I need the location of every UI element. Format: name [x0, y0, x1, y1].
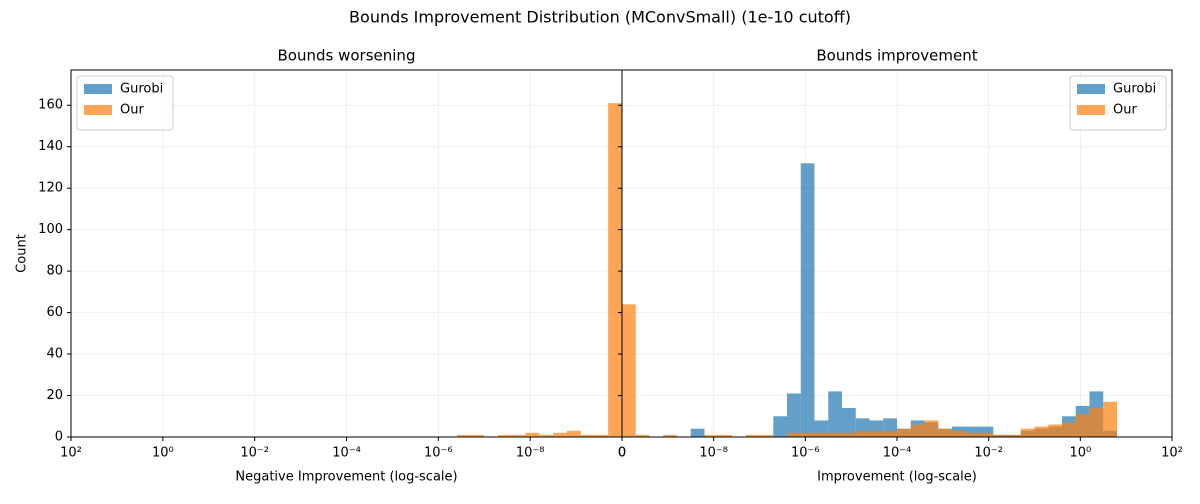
histogram-bar: [745, 434, 760, 437]
histogram-bar: [993, 434, 1007, 437]
y-tick-label: 20: [46, 388, 63, 403]
histogram-bar: [786, 393, 801, 437]
panel-title: Bounds worsening: [278, 47, 416, 65]
x-tick-label: 10²: [60, 446, 82, 461]
histogram-bar: [622, 304, 636, 437]
histogram-bar: [786, 432, 801, 437]
histogram-bar: [704, 434, 719, 437]
histogram-bar: [883, 430, 897, 437]
histogram-bar: [580, 434, 595, 437]
x-tick-label: 10⁰: [1069, 446, 1091, 461]
histogram-bar: [1075, 414, 1090, 437]
histogram-bar: [635, 434, 650, 437]
x-tick-label: 0: [618, 446, 626, 461]
y-tick-label: 60: [46, 305, 63, 320]
histogram-bar: [1089, 407, 1104, 437]
x-tick-label: 10²: [1161, 446, 1183, 461]
histogram-bar: [965, 426, 980, 437]
histogram-bar: [1020, 428, 1035, 437]
y-tick-label: 40: [46, 347, 63, 362]
panel-title: Bounds improvement: [816, 47, 977, 65]
histogram-bar: [1006, 434, 1021, 437]
legend-swatch: [1077, 84, 1105, 94]
histogram-bar: [470, 434, 485, 437]
y-tick-label: 160: [38, 98, 63, 113]
y-tick-label: 0: [55, 430, 63, 445]
y-tick-label: 120: [38, 181, 63, 196]
histogram-bar: [855, 430, 870, 437]
legend-label: Gurobi: [120, 82, 163, 97]
histogram-bar: [938, 428, 952, 437]
histogram-bar: [773, 416, 787, 437]
histogram-bar: [828, 391, 843, 437]
histogram-bar: [828, 432, 843, 437]
x-axis-label: Improvement (log-scale): [817, 470, 977, 485]
y-tick-label: 80: [46, 264, 63, 279]
histogram-bar: [800, 432, 815, 437]
histogram-bar: [910, 424, 925, 437]
x-axis-label: Negative Improvement (log-scale): [235, 470, 457, 485]
x-tick-label: 10⁻²: [240, 446, 269, 461]
histogram-bar: [814, 432, 829, 437]
histogram-bar: [1103, 401, 1118, 437]
histogram-bar: [718, 434, 732, 437]
histogram-bar: [690, 428, 705, 437]
histogram-bar: [1034, 426, 1049, 437]
legend-label: Our: [1113, 103, 1137, 118]
x-tick-label: 0: [618, 446, 626, 461]
histogram-bar: [800, 163, 815, 437]
x-tick-label: 10⁻⁴: [883, 446, 912, 461]
legend-swatch: [84, 84, 112, 94]
axes-frame: [621, 69, 1173, 438]
histogram-bar: [566, 430, 581, 437]
histogram-bar: [539, 434, 554, 437]
x-tick-label: 10⁻⁴: [332, 446, 361, 461]
y-axis-label: Count: [15, 234, 30, 273]
x-tick-label: 10⁻⁶: [424, 446, 453, 461]
histogram-bar: [979, 426, 994, 437]
histogram-bar: [924, 420, 939, 437]
legend: Gurobi Our: [76, 75, 174, 131]
panel: Bounds worsening 0 20 40 60 80 100 120 140 160 10²…: [15, 47, 627, 485]
histogram-bar: [897, 428, 911, 437]
x-tick-label: 10⁻²: [974, 446, 1003, 461]
figure-title: Bounds Improvement Distribution (MConvSm…: [349, 8, 851, 27]
legend: Gurobi Our: [1069, 75, 1167, 131]
histogram-bar: [498, 434, 512, 437]
histogram-bar: [553, 432, 567, 437]
histogram-bar: [1061, 422, 1076, 437]
histogram-bar: [456, 434, 471, 437]
y-tick-label: 100: [38, 222, 63, 237]
histogram-bar: [525, 432, 540, 437]
x-tick-label: 10⁻⁸: [699, 446, 728, 461]
legend-swatch: [1077, 105, 1105, 115]
histogram-bar: [842, 432, 856, 437]
histogram-bar: [511, 434, 526, 437]
panel: Bounds improvement 0 10⁻⁸ 10⁻⁶ 10⁻⁴ 10⁻² 10⁰ 10…: [618, 47, 1183, 485]
histogram-bar: [663, 434, 677, 437]
x-tick-label: 10⁻⁶: [791, 446, 820, 461]
histogram-bar: [759, 434, 774, 437]
histogram-bar: [608, 103, 622, 437]
x-tick-label: 10⁻⁸: [516, 446, 545, 461]
histogram-bar: [842, 407, 856, 437]
legend-swatch: [84, 105, 112, 115]
histogram-bar: [814, 420, 829, 437]
histogram-bar: [965, 432, 980, 437]
legend-label: Our: [120, 103, 144, 118]
histogram-bar: [1048, 424, 1062, 437]
y-tick-label: 140: [38, 139, 63, 154]
x-tick-label: 10⁰: [152, 446, 174, 461]
histogram-bar: [951, 430, 966, 437]
histogram-bar: [594, 434, 609, 437]
histogram-bar: [979, 432, 994, 437]
legend-label: Gurobi: [1113, 82, 1156, 97]
histogram-bar: [869, 430, 884, 437]
